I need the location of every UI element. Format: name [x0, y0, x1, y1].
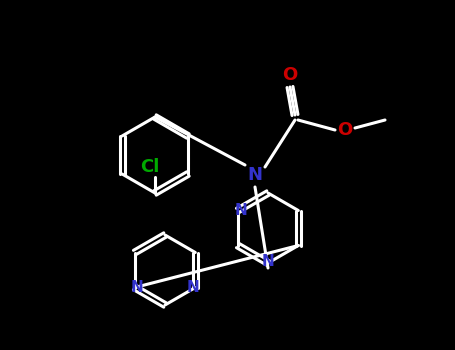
Text: O: O: [337, 121, 353, 139]
Text: N: N: [234, 203, 247, 218]
Text: N: N: [187, 280, 200, 295]
Text: N: N: [130, 280, 143, 295]
Text: N: N: [248, 166, 263, 184]
Text: Cl: Cl: [140, 158, 160, 176]
Text: N: N: [262, 253, 274, 268]
Text: O: O: [283, 66, 298, 84]
